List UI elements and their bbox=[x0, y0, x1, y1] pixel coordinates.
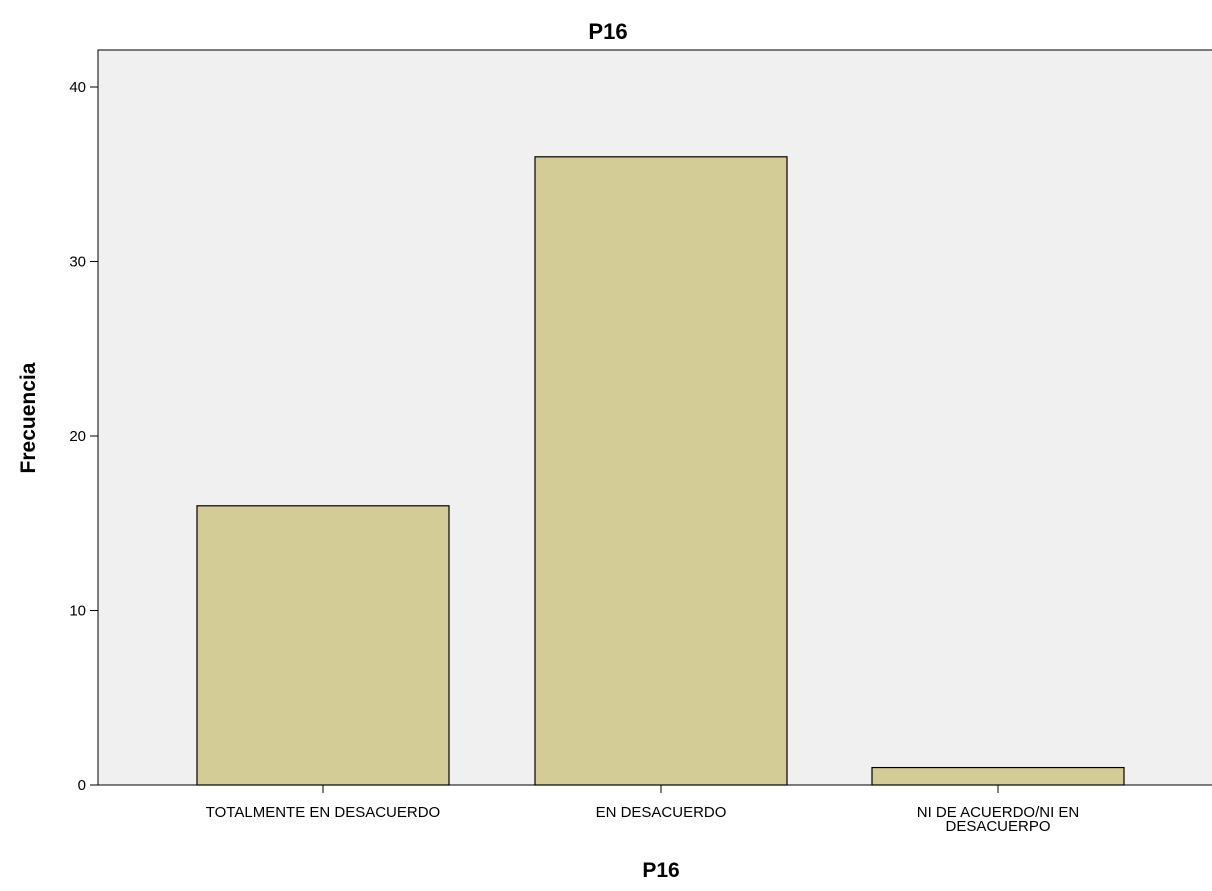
chart-title: P16 bbox=[588, 19, 627, 44]
bar bbox=[196, 505, 450, 786]
x-tick-label-line: NI DE ACUERDO/NI EN bbox=[917, 804, 1080, 821]
x-tick-label-line: DESACUERPO bbox=[945, 818, 1050, 835]
y-tick-label: 30 bbox=[69, 254, 86, 271]
y-tick-label: 40 bbox=[69, 79, 86, 96]
x-tick-label-line: EN DESACUERDO bbox=[596, 804, 727, 821]
bar bbox=[534, 156, 788, 786]
x-tick-label: NI DE ACUERDO/NI EN DESACUERPO bbox=[917, 804, 1080, 835]
y-axis: 0 10 20 30 40 bbox=[69, 79, 98, 794]
x-tick-label: TOTALMENTE EN DESACUERDO bbox=[206, 804, 440, 821]
y-tick-label: 20 bbox=[69, 428, 86, 445]
x-axis-title: P16 bbox=[642, 859, 679, 882]
bar bbox=[871, 766, 1125, 786]
x-tick-label-line: TOTALMENTE EN DESACUERDO bbox=[206, 804, 440, 821]
x-axis: TOTALMENTE EN DESACUERDO EN DESACUERDO NI … bbox=[206, 785, 1080, 835]
y-tick-label: 0 bbox=[78, 777, 86, 794]
y-tick-label: 10 bbox=[69, 603, 86, 620]
y-axis-title: Frecuencia bbox=[17, 362, 40, 473]
bars bbox=[196, 156, 1125, 786]
x-tick-label: EN DESACUERDO bbox=[596, 804, 727, 821]
